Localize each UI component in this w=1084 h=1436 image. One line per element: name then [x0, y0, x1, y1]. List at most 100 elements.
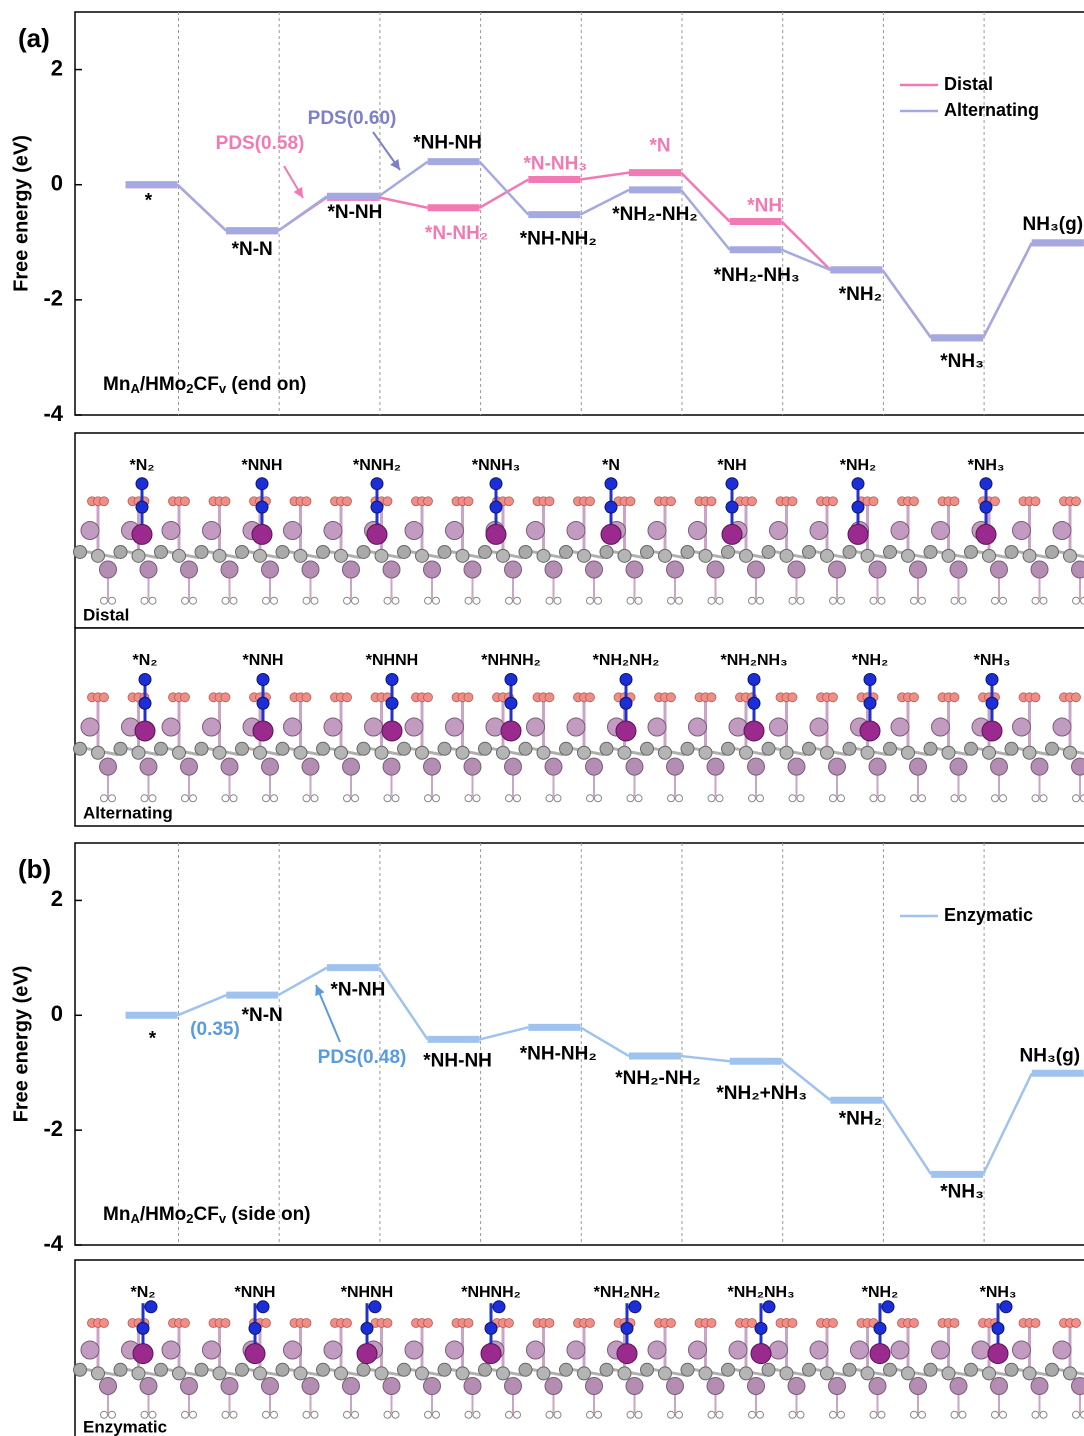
- atom-c: [842, 741, 857, 756]
- atom-h: [756, 596, 764, 605]
- atom-mo: [890, 717, 910, 737]
- atom-c: [496, 745, 510, 760]
- atom-mo: [647, 1340, 667, 1360]
- atom-h: [586, 1410, 594, 1419]
- atom-c: [599, 741, 614, 756]
- atom-c: [617, 1366, 632, 1381]
- atom-mo: [769, 1340, 788, 1360]
- atom-f: [99, 496, 109, 507]
- atom-h: [626, 794, 635, 803]
- atom-mo: [868, 757, 887, 776]
- atom-c: [901, 548, 915, 563]
- atom-mo: [261, 560, 279, 579]
- atom-h: [869, 596, 878, 605]
- state-label: *NH₂-NH₂: [612, 204, 698, 225]
- legend-label: Distal: [944, 74, 993, 94]
- step-connector: [780, 220, 832, 271]
- atom-h: [302, 596, 311, 605]
- atom-c: [172, 745, 186, 760]
- caption-text: (end on): [226, 374, 306, 395]
- atom-f: [1030, 1318, 1041, 1328]
- atom-mo: [283, 521, 302, 540]
- step-connector: [479, 1026, 529, 1041]
- atom-f: [544, 496, 555, 507]
- panel-caption: MnA/HMo2CFv (side on): [103, 1204, 311, 1226]
- atom-mo: [342, 560, 360, 579]
- atom-h: [748, 794, 756, 803]
- atom-mn: [981, 720, 1003, 742]
- atom-mo: [180, 560, 198, 579]
- atom-h: [1039, 1410, 1048, 1419]
- atom-h: [1072, 1410, 1080, 1419]
- atom-c: [577, 1366, 591, 1381]
- atom-c: [779, 745, 794, 760]
- step-connector: [478, 178, 529, 209]
- y-axis-label: Free energy (eV): [10, 135, 32, 292]
- atom-h: [343, 1410, 351, 1419]
- atom-f: [301, 692, 312, 703]
- atom-f: [423, 1318, 433, 1328]
- atom-mo: [728, 1340, 748, 1360]
- atom-mo: [261, 1377, 279, 1395]
- atom-c: [293, 745, 308, 760]
- atom-mo: [382, 560, 401, 579]
- atom-h: [1072, 794, 1080, 803]
- atom-h: [100, 596, 108, 605]
- atom-h: [829, 794, 837, 803]
- atom-mo: [706, 757, 725, 776]
- step-connector: [680, 189, 731, 251]
- atom-h: [472, 1410, 481, 1419]
- state-label: *NH₂-NH₃: [714, 265, 800, 286]
- structure-label: *NNH₃: [472, 457, 520, 474]
- annotation: PDS(0.58): [216, 133, 305, 154]
- atom-h: [391, 794, 400, 803]
- atom-n: [248, 1321, 262, 1335]
- atom-c: [559, 544, 573, 559]
- state-label: *N-NH₂: [425, 223, 488, 244]
- atom-mo: [990, 757, 1008, 776]
- state-label: *N-N: [242, 1005, 283, 1026]
- atom-n: [256, 696, 270, 710]
- atom-mo: [220, 1377, 239, 1395]
- atom-c: [739, 745, 753, 760]
- structure-label: *NNH: [243, 652, 284, 669]
- atom-mn: [721, 523, 743, 545]
- atom-c: [235, 544, 249, 559]
- caption-text: CF: [194, 1204, 219, 1225]
- atom-h: [626, 1410, 635, 1419]
- atom-f: [828, 1318, 838, 1328]
- atom-c: [761, 741, 776, 756]
- atom-mn: [131, 523, 153, 545]
- atom-h: [181, 1410, 189, 1419]
- atom-mo: [1012, 521, 1031, 540]
- atom-mo: [404, 521, 424, 540]
- atom-h: [343, 794, 351, 803]
- atom-n: [256, 672, 270, 686]
- slab: [73, 496, 1084, 605]
- structure-label: *N₂: [130, 457, 155, 474]
- atom-h: [505, 1410, 513, 1419]
- atom-c: [154, 741, 168, 756]
- atom-n: [979, 500, 993, 514]
- atom-h: [756, 794, 764, 803]
- atom-h: [464, 596, 473, 605]
- atom-c: [293, 1366, 308, 1381]
- atom-c: [275, 1362, 290, 1377]
- atom-n: [504, 696, 518, 710]
- atom-h: [391, 596, 400, 605]
- atom-n: [747, 672, 761, 686]
- state-label: *NH₂: [839, 1108, 882, 1129]
- atom-h: [100, 1410, 108, 1419]
- caption-subscript: 2: [186, 381, 193, 396]
- atom-c: [212, 745, 227, 760]
- annotation: PDS(0.48): [318, 1047, 407, 1068]
- atom-n: [873, 1321, 887, 1335]
- atom-mn: [252, 720, 274, 742]
- atom-h: [513, 794, 521, 803]
- atom-c: [496, 548, 510, 563]
- atom-c: [253, 548, 267, 563]
- atom-h: [667, 596, 675, 605]
- atom-h: [464, 794, 473, 803]
- atom-h: [229, 794, 238, 803]
- atom-f: [747, 496, 757, 507]
